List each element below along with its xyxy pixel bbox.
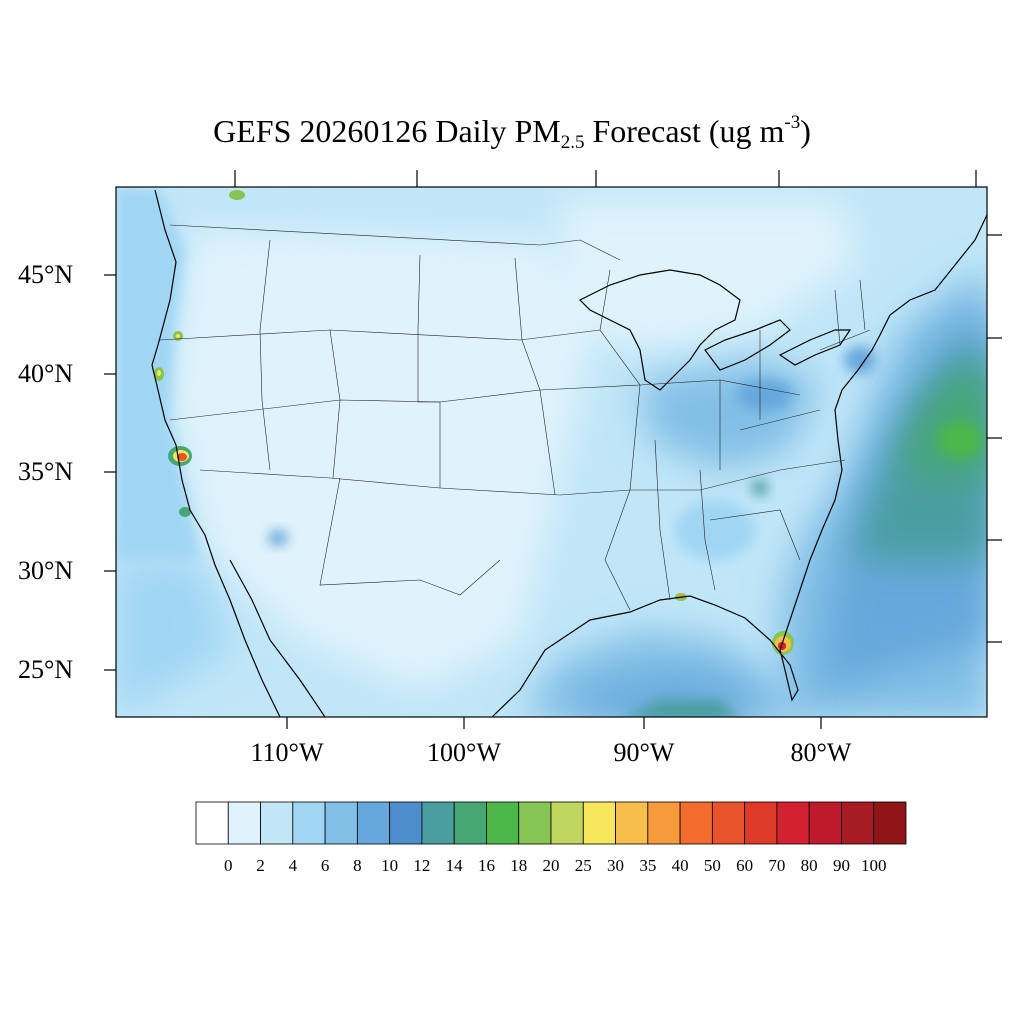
colorbar-tick-label: 30 bbox=[607, 856, 625, 875]
colorbar-box bbox=[518, 801, 552, 845]
colorbar-tick-label: 80 bbox=[800, 856, 818, 875]
lat-label: 35°N bbox=[18, 457, 74, 486]
map-frame bbox=[104, 170, 1002, 729]
colorbar-box bbox=[647, 801, 681, 845]
colorbar-tick-label: 2 bbox=[256, 856, 265, 875]
colorbar-box bbox=[453, 801, 487, 845]
colorbar-box bbox=[356, 801, 391, 845]
lat-label: 25°N bbox=[18, 655, 74, 684]
concentration-field bbox=[116, 187, 987, 717]
colorbar-tick-label: 90 bbox=[832, 856, 850, 875]
hotspot-los-angeles bbox=[168, 446, 192, 466]
lon-label: 110°W bbox=[250, 738, 324, 767]
colorbar-tick-label: 10 bbox=[381, 856, 399, 875]
colorbar-box bbox=[808, 801, 842, 845]
colorbar-tick-label: 20 bbox=[542, 856, 560, 875]
colorbar-tick-label: 4 bbox=[288, 856, 298, 875]
colorbar-tick-label: 60 bbox=[736, 856, 754, 875]
colorbar-tick-label: 0 bbox=[224, 856, 233, 875]
colorbar-tick-label: 8 bbox=[353, 856, 362, 875]
lon-label: 80°W bbox=[790, 738, 852, 767]
hotspot-oregon bbox=[173, 331, 183, 341]
colorbar-box bbox=[195, 801, 229, 845]
colorbar-tick-label: 40 bbox=[671, 856, 689, 875]
colorbar-box bbox=[776, 801, 810, 845]
lon-label: 100°W bbox=[427, 738, 501, 767]
lat-label: 45°N bbox=[18, 260, 74, 289]
colorbar-box bbox=[679, 801, 713, 845]
chart-title: GEFS 20260126 Daily PM2.5 Forecast (ug m… bbox=[213, 112, 811, 153]
colorbar-tick-label: 18 bbox=[510, 856, 528, 875]
colorbar-box bbox=[841, 801, 875, 845]
colorbar-tick-label: 35 bbox=[639, 856, 657, 875]
colorbar-box bbox=[711, 801, 746, 845]
colorbar bbox=[195, 801, 907, 845]
colorbar-tick-label: 50 bbox=[703, 856, 721, 875]
colorbar-tick-label: 6 bbox=[320, 856, 330, 875]
lon-label: 90°W bbox=[613, 738, 675, 767]
colorbar-box bbox=[324, 801, 358, 845]
colorbar-tick-label: 16 bbox=[477, 856, 495, 875]
colorbar-tick-label: 25 bbox=[574, 856, 592, 875]
state-borders bbox=[159, 224, 871, 611]
colorbar-box bbox=[873, 801, 907, 845]
colorbar-tick-label: 70 bbox=[768, 856, 786, 875]
colorbar-box bbox=[550, 801, 584, 845]
colorbar-box bbox=[615, 801, 649, 845]
colorbar-box bbox=[744, 801, 778, 845]
lat-label: 30°N bbox=[18, 556, 74, 585]
colorbar-tick-label: 100 bbox=[860, 856, 887, 875]
colorbar-box bbox=[486, 801, 520, 845]
lat-label: 40°N bbox=[18, 359, 74, 388]
colorbar-tick-label: 12 bbox=[413, 856, 431, 875]
colorbar-box bbox=[292, 801, 326, 845]
hotspot-central-valley bbox=[154, 367, 164, 381]
colorbar-box bbox=[421, 801, 455, 845]
colorbar-box bbox=[582, 801, 616, 845]
hotspot-tampa bbox=[772, 631, 794, 655]
colorbar-box bbox=[227, 801, 261, 845]
colorbar-box bbox=[260, 801, 294, 845]
colorbar-tick-label: 14 bbox=[445, 856, 463, 875]
colorbar-box bbox=[389, 801, 423, 845]
